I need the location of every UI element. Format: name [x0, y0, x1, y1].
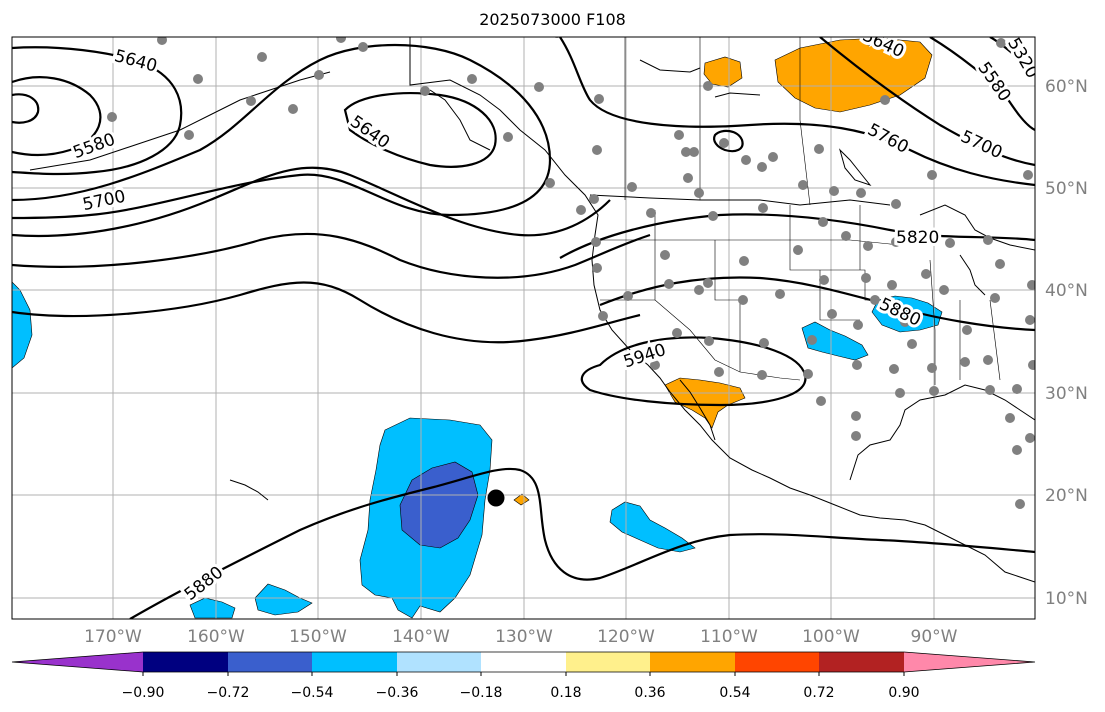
colorbar-tick-label: −0.36 — [376, 685, 419, 701]
contour-5640-west — [12, 46, 183, 176]
lat-label: 60°N — [1045, 77, 1088, 97]
lat-label: 40°N — [1045, 281, 1088, 301]
positive-anomaly-small — [513, 493, 530, 506]
lon-label: 150°W — [289, 627, 347, 647]
lat-label: 20°N — [1045, 486, 1088, 506]
contour-label: 5820 — [896, 228, 939, 248]
contour-5320 — [989, 37, 1035, 71]
lon-label: 170°W — [84, 627, 142, 647]
contour-5700 — [12, 43, 552, 220]
colorbar-tick-label: 0.18 — [550, 685, 581, 701]
colorbar-tick-label: 0.36 — [634, 685, 665, 701]
lat-label: 30°N — [1045, 384, 1088, 404]
colorbar-ticks: −0.90 −0.72 −0.54 −0.36 −0.18 0.18 0.36 … — [122, 685, 920, 701]
lon-label: 90°W — [911, 627, 958, 647]
colorbar-tick-label: 0.54 — [719, 685, 750, 701]
negative-anomaly-east-pacific — [609, 501, 696, 553]
contour-5820-main — [559, 213, 1035, 259]
contour-5700-north — [819, 37, 1035, 167]
colorbar-tick-label: 0.90 — [888, 685, 919, 701]
contour-small-loop — [713, 129, 744, 153]
contour-5880-west — [12, 281, 641, 344]
colorbar-segment — [819, 652, 904, 672]
colorbar-tick-label: −0.18 — [460, 685, 503, 701]
contour-5580-west — [12, 76, 102, 157]
contour-5760-north — [559, 37, 1035, 187]
colorbar-segment — [481, 652, 566, 672]
colorbar-segment — [312, 652, 397, 672]
map-title: 2025073000 F108 — [479, 10, 626, 29]
station-markers — [107, 37, 1035, 509]
latitude-labels: 60°N 50°N 40°N 30°N 20°N 10°N — [1045, 77, 1088, 609]
colorbar-tick-label: 0.72 — [803, 685, 834, 701]
positive-anomaly-yukon — [703, 56, 743, 88]
colorbar-segment — [735, 652, 819, 672]
colorbar-extend-high — [904, 652, 1035, 672]
contour-5760-west — [12, 166, 611, 238]
map-frame — [11, 36, 1036, 620]
longitude-labels: 170°W 160°W 150°W 140°W 130°W 120°W 110°… — [84, 627, 958, 647]
lat-label: 10°N — [1045, 589, 1088, 609]
coastlines — [29, 37, 1035, 583]
colorbar-segment — [228, 652, 312, 672]
contour-inner-west — [12, 93, 40, 124]
colorbar-segment — [650, 652, 735, 672]
contour-5880-main — [599, 276, 1035, 332]
colorbar-segment — [566, 652, 650, 672]
height-contours — [12, 37, 1035, 619]
grid-lines — [12, 37, 1035, 619]
colorbar-tick-label: −0.90 — [122, 685, 165, 701]
storm-marker — [487, 489, 505, 507]
lat-label: 50°N — [1045, 179, 1088, 199]
colorbar — [11, 651, 1036, 676]
negative-anomaly-texas — [801, 321, 869, 361]
colorbar-tick-label: −0.72 — [207, 685, 250, 701]
lon-label: 110°W — [700, 627, 758, 647]
lon-label: 140°W — [392, 627, 450, 647]
colorbar-segment — [143, 652, 228, 672]
lon-label: 120°W — [597, 627, 655, 647]
colorbar-segment — [397, 652, 481, 672]
lon-label: 130°W — [495, 627, 553, 647]
lon-label: 160°W — [187, 627, 245, 647]
contour-5880-south — [129, 467, 1035, 619]
contour-5940 — [580, 336, 807, 407]
colorbar-extend-low — [12, 652, 143, 672]
contour-5820-west — [12, 232, 651, 279]
lon-label: 100°W — [802, 627, 860, 647]
colorbar-tick-label: −0.54 — [291, 685, 334, 701]
negative-anomaly-pacific-core — [399, 461, 479, 549]
anomaly-shading — [12, 37, 943, 619]
contour-5640-center — [343, 92, 497, 168]
contour-5580-north — [929, 37, 1035, 131]
negative-anomaly-small-2 — [254, 583, 313, 616]
